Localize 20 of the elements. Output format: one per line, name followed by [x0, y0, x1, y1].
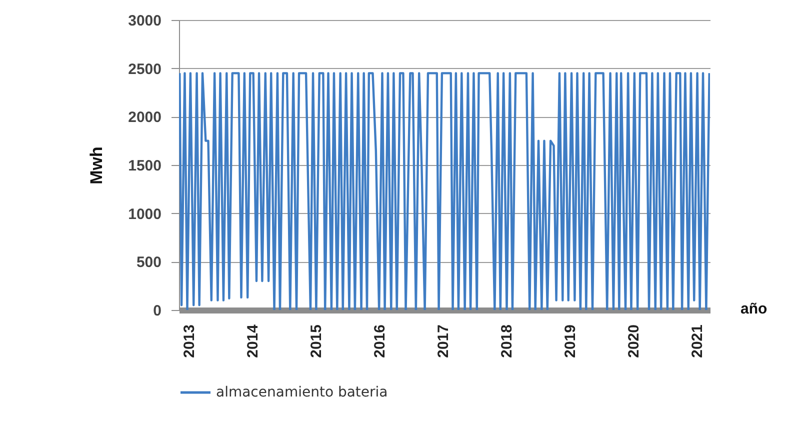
x-axis-title: año: [740, 300, 768, 318]
legend-label: almacenamiento bateria: [216, 384, 388, 400]
y-tick-label: 1500: [128, 158, 162, 174]
x-tick-label: 2016: [372, 324, 389, 358]
y-tick-label: 0: [153, 302, 162, 320]
y-axis-title: Mwh: [87, 146, 106, 184]
y-tick-label: 2500: [128, 60, 162, 78]
x-tick-label: 2013: [181, 324, 198, 358]
x-tick-label: 2014: [244, 324, 262, 358]
y-tick-label: 3000: [128, 12, 162, 30]
y-tick-label: 2000: [128, 109, 162, 126]
y-tick-label: 500: [136, 254, 162, 272]
x-tick-label: 2015: [308, 324, 326, 358]
x-tick-label: 2019: [562, 324, 580, 358]
x-tick-label: 2020: [626, 324, 643, 358]
x-tick-label: 2021: [689, 324, 706, 358]
x-tick-label: 2017: [435, 324, 452, 358]
x-tick-label: 2018: [498, 324, 516, 358]
line-series: [179, 72, 710, 310]
y-tick-label: 1000: [128, 206, 162, 223]
